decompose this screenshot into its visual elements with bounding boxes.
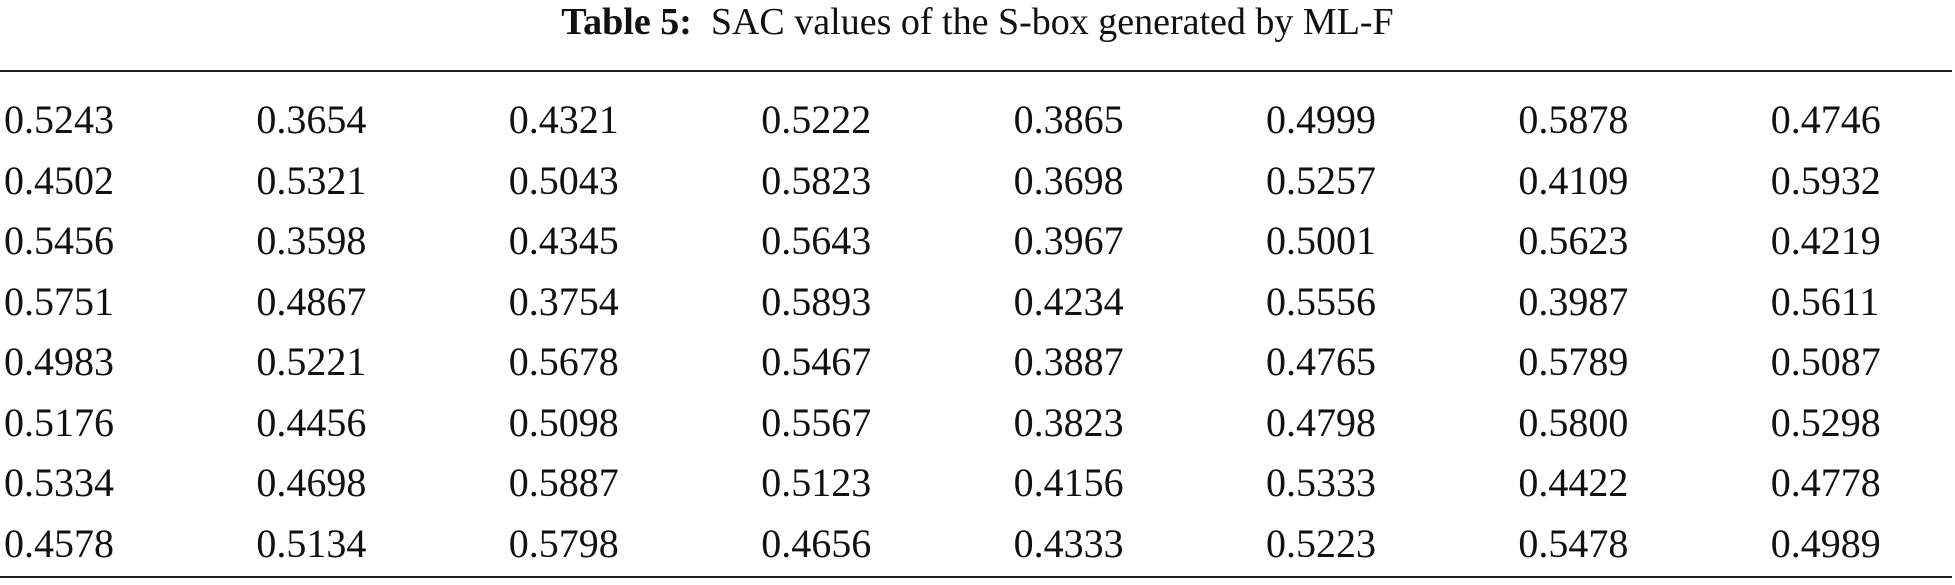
table-cell: 0.4983 [4,339,114,384]
table-cell: 0.5798 [508,520,619,566]
table-cell: 0.4109 [1518,157,1629,203]
table-cell: 0.5321 [256,157,367,203]
table-cell: 0.4219 [1770,218,1881,263]
table-cell: 0.5678 [508,339,619,384]
table-cell: 0.5887 [508,460,619,505]
caption-text: SAC values of the S-box generated by ML-… [710,1,1394,43]
table-cell: 0.3754 [508,278,619,324]
table-cell: 0.4321 [508,97,619,142]
table-cell: 0.5467 [761,339,872,384]
table-cell: 0.4502 [4,157,114,203]
table-cell: 0.4989 [1770,520,1881,566]
table-cell: 0.5333 [1266,460,1376,505]
table-cell: 0.4999 [1266,97,1376,142]
table-cell: 0.5643 [761,218,872,263]
table-cell: 0.5893 [761,278,872,324]
table-cell: 0.3654 [256,97,367,142]
table-cell: 0.4156 [1013,460,1124,505]
table-cell: 0.5243 [4,97,114,142]
table-cell: 0.3823 [1013,399,1124,445]
table-cell: 0.4422 [1518,460,1629,505]
table-cell: 0.4778 [1770,460,1881,505]
table-cell: 0.5800 [1518,399,1629,445]
table-cell: 0.5043 [508,157,619,203]
table-cell: 0.5134 [256,520,367,566]
table-cell: 0.4234 [1013,278,1124,324]
table-cell: 0.5556 [1266,278,1376,324]
table-cell: 0.4656 [761,520,872,566]
table-cell: 0.4765 [1266,339,1376,384]
table-cell: 0.5221 [256,339,367,384]
table-cell: 0.4746 [1770,97,1881,142]
table-cell: 0.5456 [4,218,114,263]
table-cell: 0.5878 [1518,97,1629,142]
table-cell: 0.5478 [1518,520,1629,566]
caption-label: Table 5: [561,1,692,43]
table-cell: 0.5001 [1266,218,1376,263]
top-rule [0,70,1952,72]
table-cell: 0.4456 [256,399,367,445]
table-cell: 0.3967 [1013,218,1124,263]
table-cell: 0.5932 [1770,157,1881,203]
table-cell: 0.3987 [1518,278,1629,324]
table-cell: 0.5257 [1266,157,1376,203]
bottom-rule [0,576,1952,578]
table-cell: 0.5823 [761,157,872,203]
table-cell: 0.5223 [1266,520,1376,566]
table-cell: 0.3865 [1013,97,1124,142]
table-cell: 0.4578 [4,520,114,566]
table-cell: 0.5123 [761,460,872,505]
table-cell: 0.4698 [256,460,367,505]
table-cell: 0.5751 [4,278,114,324]
table-cell: 0.3598 [256,218,367,263]
table-cell: 0.4798 [1266,399,1376,445]
table-cell: 0.5789 [1518,339,1629,384]
table-cell: 0.5176 [4,399,114,445]
table-cell: 0.5567 [761,399,872,445]
table-cell: 0.5298 [1770,399,1881,445]
table-cell: 0.5098 [508,399,619,445]
table-cell: 0.4333 [1013,520,1124,566]
table-cell: 0.4867 [256,278,367,324]
table-caption: Table 5: SAC values of the S-box generat… [0,0,1955,44]
table-cell: 0.5087 [1770,339,1881,384]
table-cell: 0.3887 [1013,339,1124,384]
table-cell: 0.3698 [1013,157,1124,203]
table-cell: 0.5623 [1518,218,1629,263]
table-cell: 0.4345 [508,218,619,263]
table-cell: 0.5222 [761,97,872,142]
table-cell: 0.5611 [1770,278,1880,324]
table-cell: 0.5334 [4,460,114,505]
